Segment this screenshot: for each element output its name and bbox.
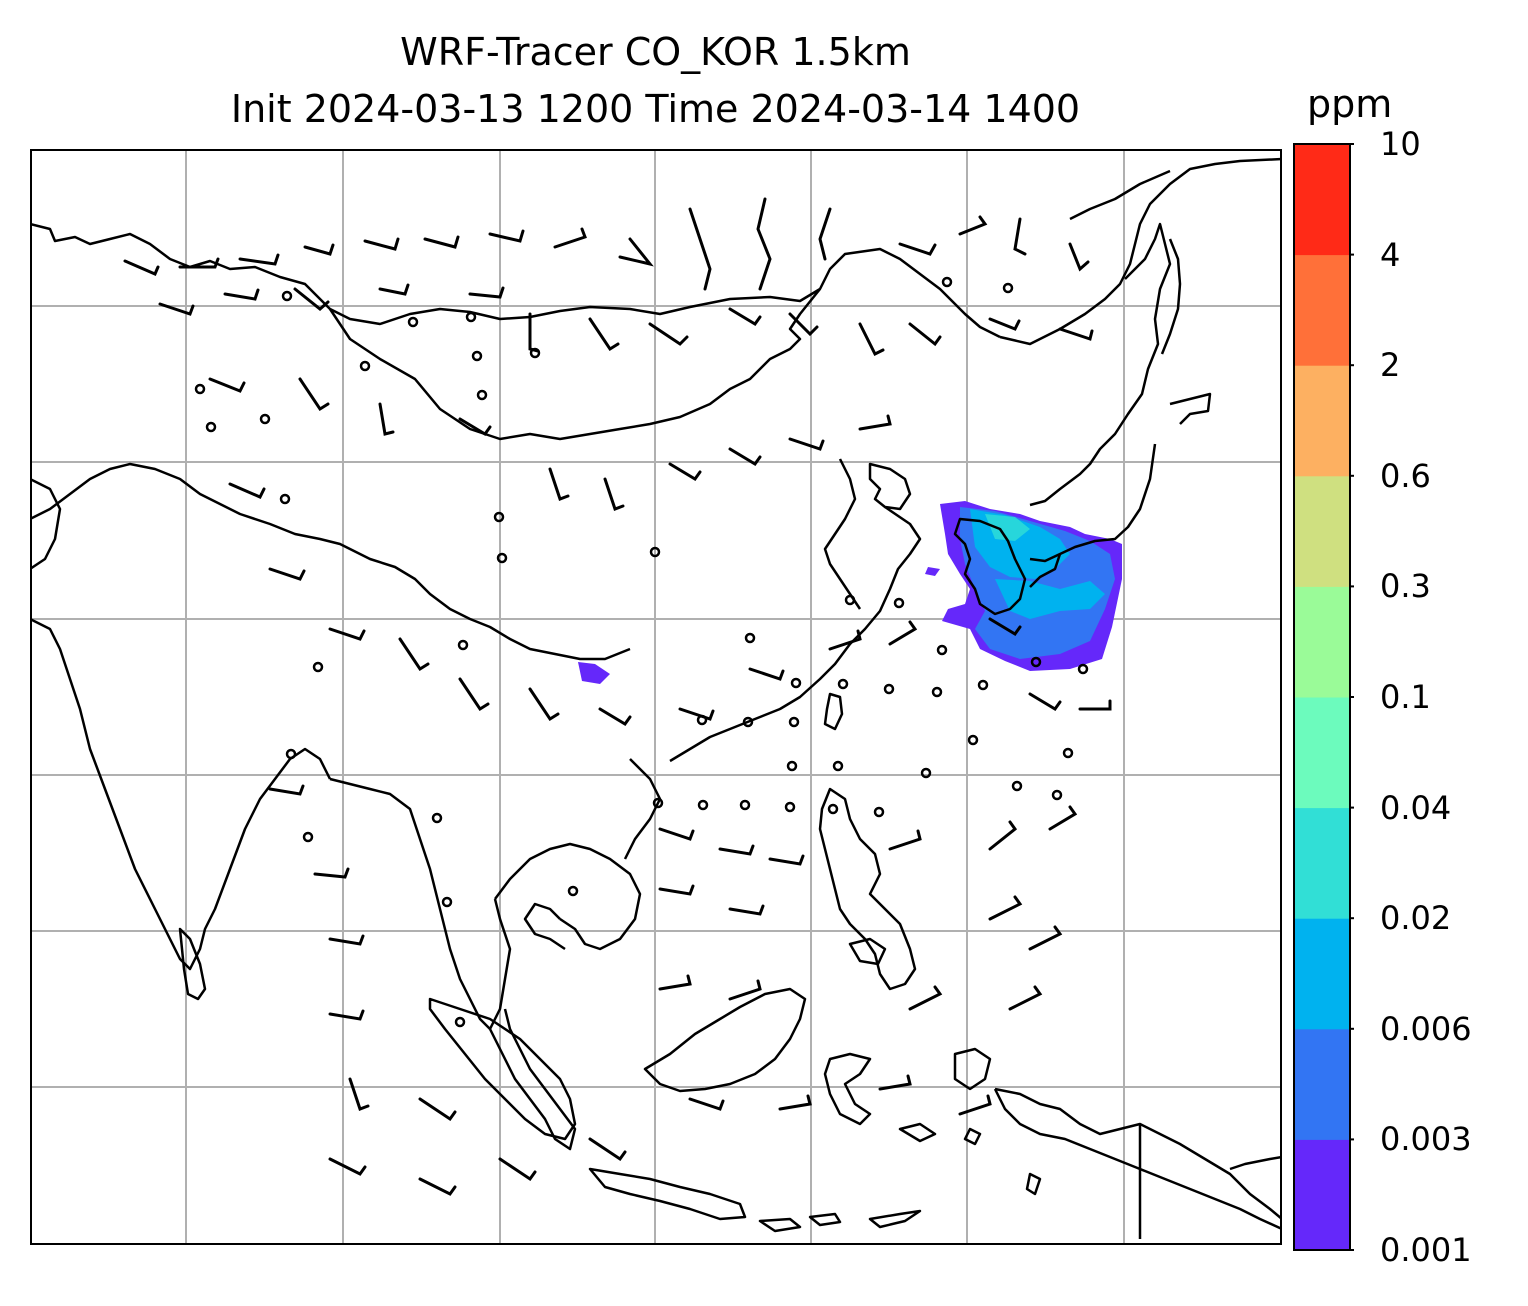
colorbar-segment: [1294, 1139, 1350, 1251]
map-border: [30, 149, 1282, 1245]
colorbar-tick-label: 0.3: [1380, 567, 1431, 606]
colorbar-segment: [1294, 807, 1350, 919]
colorbar-tick-label: 0.006: [1380, 1009, 1472, 1048]
colorbar-tick-label: 2: [1380, 346, 1401, 385]
colorbar-segment: [1294, 254, 1350, 366]
colorbar-tick-label: 4: [1380, 235, 1401, 274]
colorbar-segment: [1294, 697, 1350, 809]
chart-subtitle: Init 2024-03-13 1200 Time 2024-03-14 140…: [230, 87, 1081, 131]
colorbar-tick-label: 10: [1380, 125, 1421, 163]
colorbar-tick-label: 0.1: [1380, 678, 1431, 716]
wind-barbs: [123, 197, 1112, 1196]
colorbar-segment: [1294, 918, 1350, 1030]
colorbar-tick-label: 0.04: [1380, 788, 1452, 827]
colorbar-tick-label: 0.6: [1380, 456, 1431, 495]
colorbar-segment: [1294, 365, 1350, 477]
colorbar-segment: [1294, 1028, 1350, 1140]
colorbar-tick-label: 0.02: [1380, 899, 1452, 938]
chart-title: WRF-Tracer CO_KOR 1.5km: [400, 30, 911, 74]
colorbar-tick-label: 0.001: [1380, 1231, 1472, 1269]
colorbar: [1293, 143, 1354, 1251]
colorbar-segment: [1294, 586, 1350, 698]
colorbar-tick-label: 0.003: [1380, 1120, 1472, 1159]
colorbar-segment: [1294, 475, 1350, 587]
colorbar-segment: [1294, 144, 1350, 256]
map-plot: [30, 149, 1282, 1245]
colorbar-unit: ppm: [1307, 82, 1393, 126]
calm-markers: [194, 276, 1089, 1028]
